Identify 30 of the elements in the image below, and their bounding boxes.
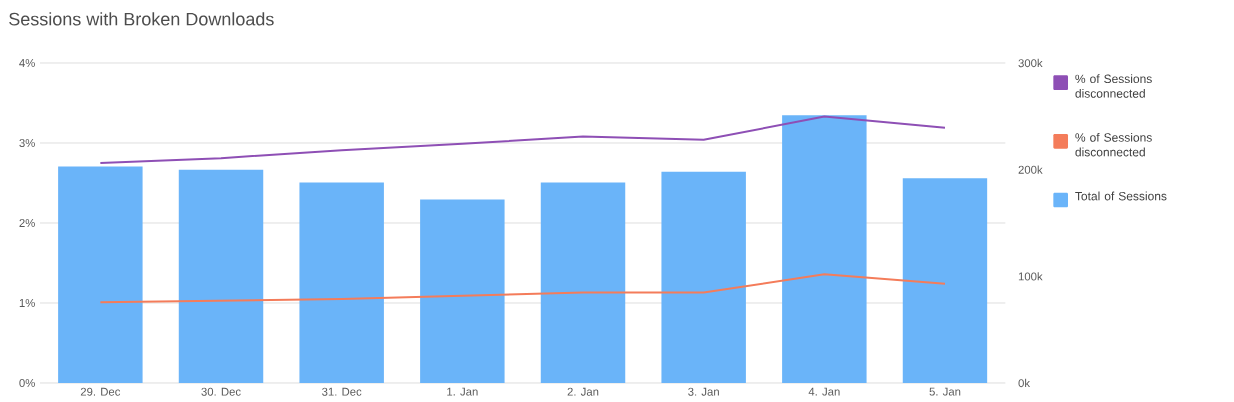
bar [58,166,143,383]
y2-tick-label: 200k [1018,165,1043,174]
x-tick-label: 3. Jan [688,387,719,396]
x-tick-label: 29. Dec [80,387,121,396]
y2-tick-label: 300k [1018,58,1043,68]
legend-label: % of Sessions disconnected [1075,74,1152,98]
bar [540,182,626,383]
legend-label: Total of Sessions [1075,191,1167,201]
bar [782,115,867,383]
line-series [99,115,946,164]
x-tick-label: 1. Jan [447,387,478,396]
x-tick-label: 30. Dec [201,387,241,396]
x-tick-label: 2. Jan [567,387,599,396]
y-tick-label: 2% [19,219,35,227]
y-tick-label: 3% [19,138,35,147]
y-tick-label: 4% [19,59,35,67]
bar [902,178,988,383]
bar [299,182,384,383]
y2-tick-label: 100k [1018,272,1043,281]
y-tick-label: 0% [19,378,35,387]
legend-label: % of Sessions disconnected [1075,132,1152,157]
y2-tick-label: 0k [1018,378,1031,388]
x-tick-label: 4. Jan [808,387,840,396]
x-tick-label: 5. Jan [929,387,961,396]
bar [420,199,505,383]
x-tick-label: 31. Dec [322,387,362,396]
bar [661,171,746,383]
bar [178,169,264,383]
chart-title: Sessions with Broken Downloads [9,12,274,26]
y-tick-label: 1% [19,299,35,307]
